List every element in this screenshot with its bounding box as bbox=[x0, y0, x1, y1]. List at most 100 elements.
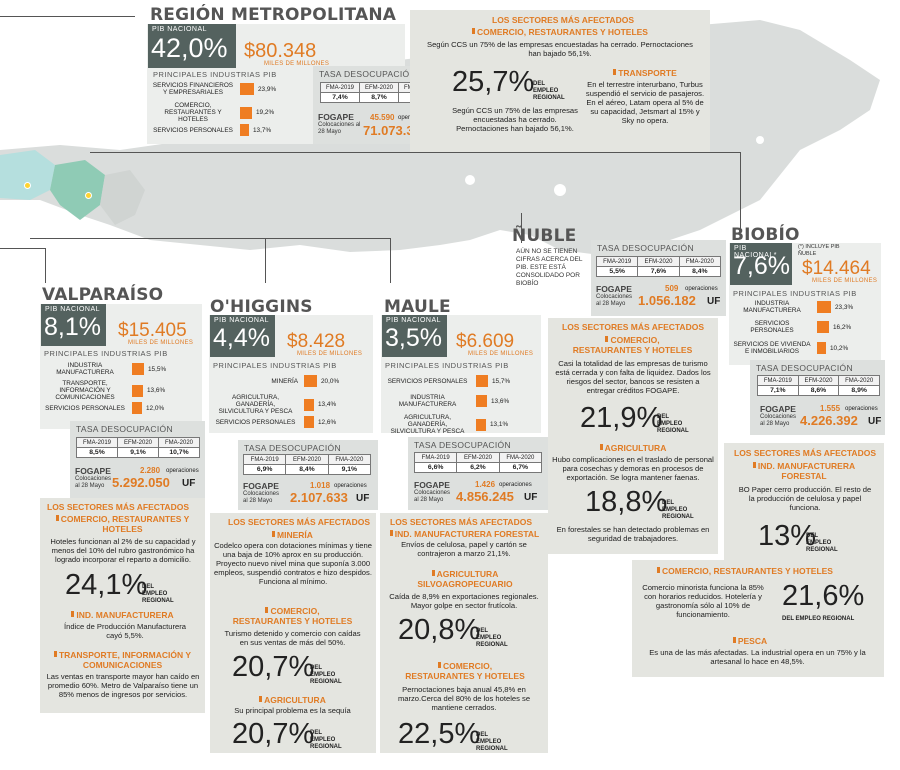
biobio-ind-0: INDUSTRIA MANUFACTURERA 23,3% bbox=[743, 300, 854, 314]
biobio-sec3-text: Es una de las más afectadas. La industri… bbox=[649, 648, 866, 666]
maule-uf-amount: 4.856.245 bbox=[456, 489, 514, 504]
valpo-operaciones-label: operaciones bbox=[166, 468, 199, 474]
valpo-amount-sub: MILES DE MILLONES bbox=[128, 340, 194, 346]
ind-bar bbox=[476, 418, 486, 431]
maule-sec3-pct: 22,5% bbox=[398, 718, 481, 750]
table-cell: 9,1% bbox=[117, 447, 159, 458]
maule-sectores-panel bbox=[380, 513, 548, 753]
biobio-ind-2: SERVICIOS DE VIVIENDA E INMOBILIARIOS 10… bbox=[733, 341, 849, 355]
metro-industrias-header: PRINCIPALES INDUSTRIAS PIB bbox=[153, 70, 277, 79]
metro-sec2-text: En el terrestre interurbano, Turbus susp… bbox=[585, 80, 705, 125]
table-cell: 8,4% bbox=[678, 266, 722, 277]
table-cell: FMA-2019 bbox=[757, 375, 799, 386]
ohig-sectores-panel bbox=[210, 513, 376, 753]
biobio-industrias-header: PRINCIPALES INDUSTRIAS PIB bbox=[733, 289, 857, 298]
biobio-sec2-head: COMERCIO, RESTAURANTES Y HOTELES bbox=[650, 566, 840, 576]
nuble-note: AÚN NO SE TIENEN CIFRAS ACERCA DEL PIB. … bbox=[516, 248, 583, 287]
valpo-sec2-text: Índice de Producción Manufacturera cayó … bbox=[64, 622, 186, 640]
nuble-operaciones: 509 bbox=[665, 284, 679, 293]
valpo-ind-1: TRANSPORTE, INFORMACIÓN Y COMUNICACIONES… bbox=[55, 380, 166, 401]
nuble-sectores-panel bbox=[548, 318, 718, 554]
nuble-uf: UF bbox=[707, 296, 721, 307]
valpo-industrias-header: PRINCIPALES INDUSTRIAS PIB bbox=[44, 349, 168, 358]
maule-ind-1: INDUSTRIA MANUFACTURERA 13,6% bbox=[398, 394, 510, 408]
connector-biobio-v bbox=[740, 152, 741, 232]
metro-sec1-head: COMERCIO, RESTAURANTES Y HOTELES bbox=[420, 27, 700, 37]
maule-sec3-head: COMERCIO, RESTAURANTES Y HOTELES bbox=[405, 661, 525, 681]
table-cell: 7,1% bbox=[757, 385, 799, 396]
valpo-sec1-pct-label: DEL EMPLEO REGIONAL bbox=[142, 584, 174, 604]
ohig-fogape-sub: Colocaciones al 28 Mayo bbox=[243, 491, 280, 504]
biobio-sec2-pct: 21,6% bbox=[782, 580, 865, 612]
ind-bar bbox=[304, 398, 314, 411]
ohig-sectores-title: LOS SECTORES MÁS AFECTADOS bbox=[228, 517, 370, 527]
ohig-uf: UF bbox=[356, 493, 370, 504]
ohig-industrias-header: PRINCIPALES INDUSTRIAS PIB bbox=[213, 361, 337, 370]
table-cell: 8,6% bbox=[797, 385, 840, 396]
metro-sec1-text: Según CCS un 75% de las empresas encuest… bbox=[427, 40, 693, 58]
connector-ohig-v bbox=[265, 238, 266, 283]
valpo-desocupacion-table: FMA-2019 EFM-2020 FMA-2020 8,5% 9,1% 10,7% bbox=[76, 437, 200, 458]
region-title-maule: MAULE bbox=[384, 297, 451, 317]
table-cell: FMA-2020 bbox=[838, 375, 880, 386]
table-cell: FMA-2020 bbox=[678, 256, 722, 267]
nuble-sectores-title: LOS SECTORES MÁS AFECTADOS bbox=[562, 322, 704, 332]
maule-industrias-header: PRINCIPALES INDUSTRIAS PIB bbox=[385, 361, 509, 370]
maule-uf: UF bbox=[524, 492, 538, 503]
nuble-sec1-text: Casi la totalidad de las empresas de tur… bbox=[555, 359, 711, 395]
biobio-sec1-pct-label: DEL EMPLEO REGIONAL bbox=[806, 533, 838, 553]
biobio-fogape: FOGAPE bbox=[760, 404, 796, 414]
table-cell: FMA-2019 bbox=[413, 452, 458, 463]
ohig-ind-0: MINERÍA 20,0% bbox=[213, 375, 339, 387]
maule-sec1-text: Envíos de celulosa, papel y cartón se co… bbox=[401, 540, 527, 558]
ohig-ind-1: AGRICULTURA, GANADERÍA, SILVICULTURA Y P… bbox=[218, 394, 337, 415]
nuble-sec2-text2: En forestales se han detectado problemas… bbox=[556, 525, 710, 543]
maule-sec2-text: Caída de 8,9% en exportaciones regionale… bbox=[389, 592, 539, 610]
map-region-valparaiso bbox=[0, 150, 55, 200]
table-cell: FMA-2019 bbox=[595, 256, 639, 267]
ind-bar bbox=[304, 375, 317, 387]
maule-sec3-text: Pernoctaciones baja anual 45,8% en marzo… bbox=[397, 685, 531, 712]
table-cell: 10,7% bbox=[158, 447, 200, 458]
metro-sec1-text2: Según CCS un 75% de las empresas encuest… bbox=[452, 106, 578, 133]
metro-amount-sub: MILES DE MILLONES bbox=[264, 61, 330, 67]
table-cell: 7,4% bbox=[320, 92, 360, 103]
ohig-sec3-head: AGRICULTURA bbox=[215, 695, 370, 705]
maule-desocupacion: TASA DESOCUPACIÓN bbox=[408, 437, 548, 510]
maule-pib-box: PIB NACIONAL 3,5% bbox=[382, 315, 447, 357]
metro-amount: $80.348 bbox=[244, 40, 317, 62]
valpo-fogape-sub: Colocaciones al 28 Mayo bbox=[75, 476, 112, 489]
valpo-desocupacion: TASA DESOCUPACIÓN bbox=[70, 421, 205, 498]
nuble-desocupacion-table: FMA-2019 EFM-2020 FMA-2020 5,5% 7,6% 8,4% bbox=[595, 256, 722, 277]
ind-bar bbox=[304, 416, 314, 428]
table-cell: 6,2% bbox=[456, 462, 500, 473]
valpo-operaciones: 2.280 bbox=[140, 466, 161, 475]
valpo-fogape: FOGAPE bbox=[75, 466, 111, 476]
table-cell: FMA-2020 bbox=[498, 452, 543, 463]
region-title-metropolitana: REGIÓN METROPOLITANA bbox=[150, 5, 397, 25]
valpo-sec1-text: Hoteles funcionan al 2% de su capacidad … bbox=[50, 537, 196, 564]
biobio-sec1-pct: 13% bbox=[758, 520, 817, 552]
table-cell: EFM-2020 bbox=[285, 454, 329, 465]
ind-bar bbox=[476, 395, 487, 407]
ind-bar bbox=[132, 402, 142, 414]
ohig-operaciones: 1.018 bbox=[310, 481, 331, 490]
metro-fogape: FOGAPE bbox=[318, 112, 354, 122]
ohig-sec1-text: Codelco opera con dotaciones mínimas y t… bbox=[214, 541, 372, 586]
ohig-ind-2: SERVICIOS PERSONALES 12,6% bbox=[213, 416, 336, 428]
nuble-sec2-pct-label: DEL EMPLEO REGIONAL bbox=[662, 500, 694, 520]
biobio-uf: UF bbox=[868, 416, 882, 427]
table-cell: EFM-2020 bbox=[637, 256, 680, 267]
map-region-metropolitana bbox=[50, 160, 105, 220]
ohig-operaciones-label: operaciones bbox=[334, 483, 367, 489]
table-cell: FMA-2019 bbox=[320, 82, 360, 93]
valpo-uf-amount: 5.292.050 bbox=[112, 475, 170, 490]
biobio-amount: $14.464 bbox=[802, 258, 871, 279]
ind-bar bbox=[132, 363, 144, 375]
biobio-amount-sub: MILES DE MILLONES bbox=[812, 278, 878, 284]
valpo-ind-0: INDUSTRIA MANUFACTURERA 15,5% bbox=[56, 362, 167, 376]
maule-sec2-pct: 20,8% bbox=[398, 614, 481, 646]
ind-bar bbox=[240, 83, 254, 95]
connector-valpo bbox=[0, 248, 45, 249]
ohig-uf-amount: 2.107.633 bbox=[290, 490, 348, 505]
